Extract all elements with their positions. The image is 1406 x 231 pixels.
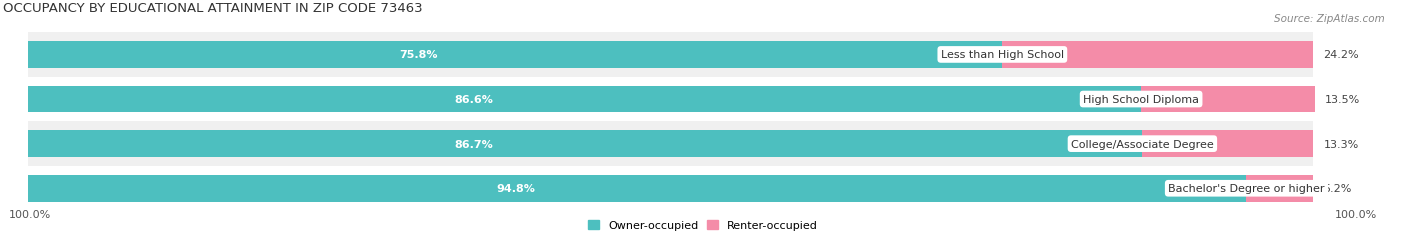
Text: 100.0%: 100.0% — [1336, 209, 1378, 219]
Text: 100.0%: 100.0% — [10, 209, 52, 219]
Bar — [1247, 175, 1313, 202]
Text: Less than High School: Less than High School — [941, 50, 1064, 60]
Bar — [28, 77, 1313, 122]
Text: 86.6%: 86.6% — [454, 95, 494, 105]
Text: 13.3%: 13.3% — [1323, 139, 1358, 149]
Text: High School Diploma: High School Diploma — [1083, 95, 1199, 105]
Bar — [28, 166, 1313, 211]
Legend: Owner-occupied, Renter-occupied: Owner-occupied, Renter-occupied — [588, 220, 818, 230]
Bar — [28, 122, 1313, 166]
Bar — [28, 131, 1143, 157]
Bar — [28, 175, 1247, 202]
Text: Bachelor's Degree or higher: Bachelor's Degree or higher — [1168, 183, 1324, 193]
Text: 5.2%: 5.2% — [1323, 183, 1353, 193]
Text: 24.2%: 24.2% — [1323, 50, 1360, 60]
Text: Source: ZipAtlas.com: Source: ZipAtlas.com — [1274, 14, 1385, 24]
Bar — [28, 86, 1142, 113]
Bar — [28, 42, 1002, 69]
Text: 13.5%: 13.5% — [1324, 95, 1360, 105]
Bar — [1002, 42, 1313, 69]
Text: 94.8%: 94.8% — [496, 183, 536, 193]
Bar — [1142, 86, 1315, 113]
Bar — [1143, 131, 1313, 157]
Text: 86.7%: 86.7% — [454, 139, 494, 149]
Text: 75.8%: 75.8% — [399, 50, 437, 60]
Text: OCCUPANCY BY EDUCATIONAL ATTAINMENT IN ZIP CODE 73463: OCCUPANCY BY EDUCATIONAL ATTAINMENT IN Z… — [3, 2, 422, 15]
Bar — [28, 33, 1313, 77]
Text: College/Associate Degree: College/Associate Degree — [1071, 139, 1213, 149]
